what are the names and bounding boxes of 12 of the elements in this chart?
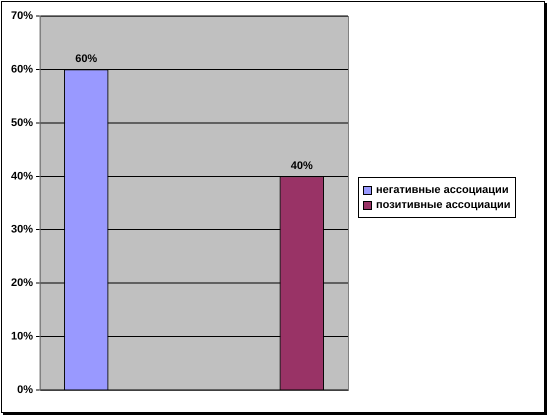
y-tick-label: 20% [10, 277, 34, 290]
data-label: 60% [75, 52, 98, 65]
y-tick-label: 40% [10, 170, 34, 182]
data-label: 40% [290, 160, 314, 172]
y-tick-label: 0% [17, 384, 34, 396]
legend-label: позитивные ассоциации [376, 199, 511, 211]
legend-label: негативные ассоциации [376, 184, 509, 196]
y-tick-label: 30% [10, 224, 34, 236]
y-tick-label: 60% [10, 63, 34, 76]
y-tick-label: 10% [10, 330, 34, 343]
y-tick-label: 70% [10, 10, 34, 22]
y-tick-label: 50% [10, 116, 34, 129]
